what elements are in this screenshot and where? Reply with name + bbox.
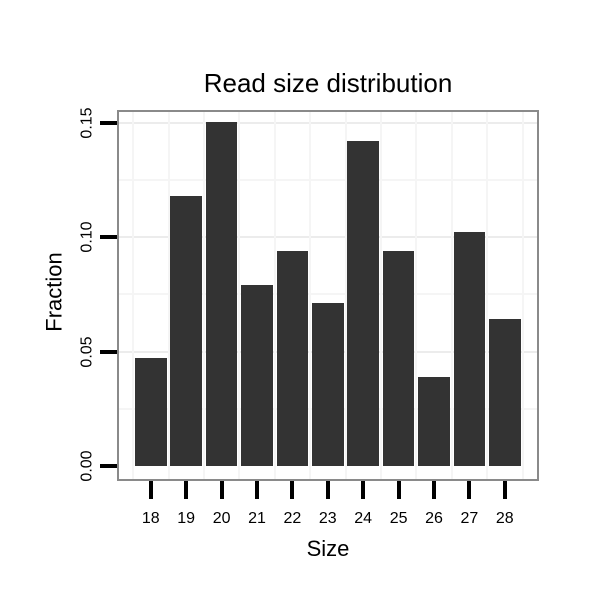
y-axis-title-text: Fraction bbox=[42, 252, 68, 332]
y-tick bbox=[100, 235, 117, 239]
gridline-major-h bbox=[119, 121, 537, 124]
y-tick-label-text: 0.15 bbox=[78, 106, 96, 139]
x-tick-label: 28 bbox=[495, 510, 514, 527]
y-tick bbox=[100, 464, 117, 468]
x-tick-label: 24 bbox=[354, 510, 373, 527]
x-tick-label: 22 bbox=[283, 510, 302, 527]
gridline-v bbox=[379, 112, 382, 479]
gridline-v bbox=[238, 112, 241, 479]
x-tick bbox=[502, 481, 507, 499]
x-tick-label: 26 bbox=[425, 510, 443, 527]
y-axis-title: Fraction bbox=[40, 212, 70, 372]
bar-26 bbox=[418, 377, 450, 466]
x-tick bbox=[432, 481, 436, 499]
y-tick-label: 0.05 bbox=[72, 312, 104, 392]
y-tick-label: 0.15 bbox=[72, 83, 104, 163]
bar-25 bbox=[382, 251, 415, 466]
x-tick-label: 23 bbox=[318, 510, 337, 527]
y-tick-label: 0.10 bbox=[72, 197, 104, 277]
gridline-v bbox=[450, 112, 453, 479]
gridline-v bbox=[344, 112, 347, 479]
gridline-v bbox=[486, 112, 489, 479]
bar-18 bbox=[134, 358, 167, 466]
gridline-v bbox=[167, 112, 170, 479]
x-tick-label: 21 bbox=[248, 510, 266, 527]
gridline-v bbox=[309, 112, 312, 479]
x-tick bbox=[361, 481, 366, 499]
gridline-v bbox=[202, 112, 205, 479]
x-tick bbox=[290, 481, 295, 499]
gridline-major-h bbox=[119, 236, 537, 238]
x-tick bbox=[255, 481, 259, 499]
gridline-minor-h bbox=[119, 293, 537, 296]
x-tick bbox=[219, 481, 224, 499]
y-tick-label-text: 0.05 bbox=[78, 335, 96, 368]
x-tick-label: 27 bbox=[460, 510, 479, 527]
y-tick bbox=[100, 120, 117, 125]
bar-19 bbox=[170, 196, 203, 466]
chart-title: Read size distribution bbox=[203, 68, 453, 98]
x-tick-label: 20 bbox=[212, 510, 231, 527]
bar-21 bbox=[241, 285, 273, 466]
x-axis-title: Size bbox=[306, 536, 350, 561]
bar-27 bbox=[453, 232, 486, 466]
x-tick bbox=[396, 481, 401, 499]
gridline-v bbox=[521, 112, 524, 479]
gridline-v bbox=[132, 112, 135, 479]
x-tick-label: 18 bbox=[141, 510, 160, 527]
bar-22 bbox=[276, 251, 309, 466]
x-tick-label: 19 bbox=[177, 510, 196, 527]
gridline-v bbox=[273, 112, 276, 479]
x-tick-label: 25 bbox=[389, 510, 408, 527]
bar-20 bbox=[205, 122, 238, 466]
plot-panel bbox=[117, 110, 539, 481]
y-tick-label: 0.00 bbox=[72, 426, 104, 506]
x-tick bbox=[184, 481, 189, 499]
x-tick bbox=[148, 481, 153, 499]
y-tick-label-text: 0.10 bbox=[78, 221, 96, 253]
bar-23 bbox=[311, 303, 344, 466]
x-tick bbox=[325, 481, 330, 499]
bar-28 bbox=[488, 319, 521, 466]
x-tick bbox=[467, 481, 472, 499]
gridline-v bbox=[415, 112, 418, 479]
gridline-minor-h bbox=[119, 178, 537, 181]
y-tick bbox=[100, 349, 117, 354]
y-tick-label-text: 0.00 bbox=[78, 450, 96, 482]
bar-24 bbox=[347, 141, 380, 466]
